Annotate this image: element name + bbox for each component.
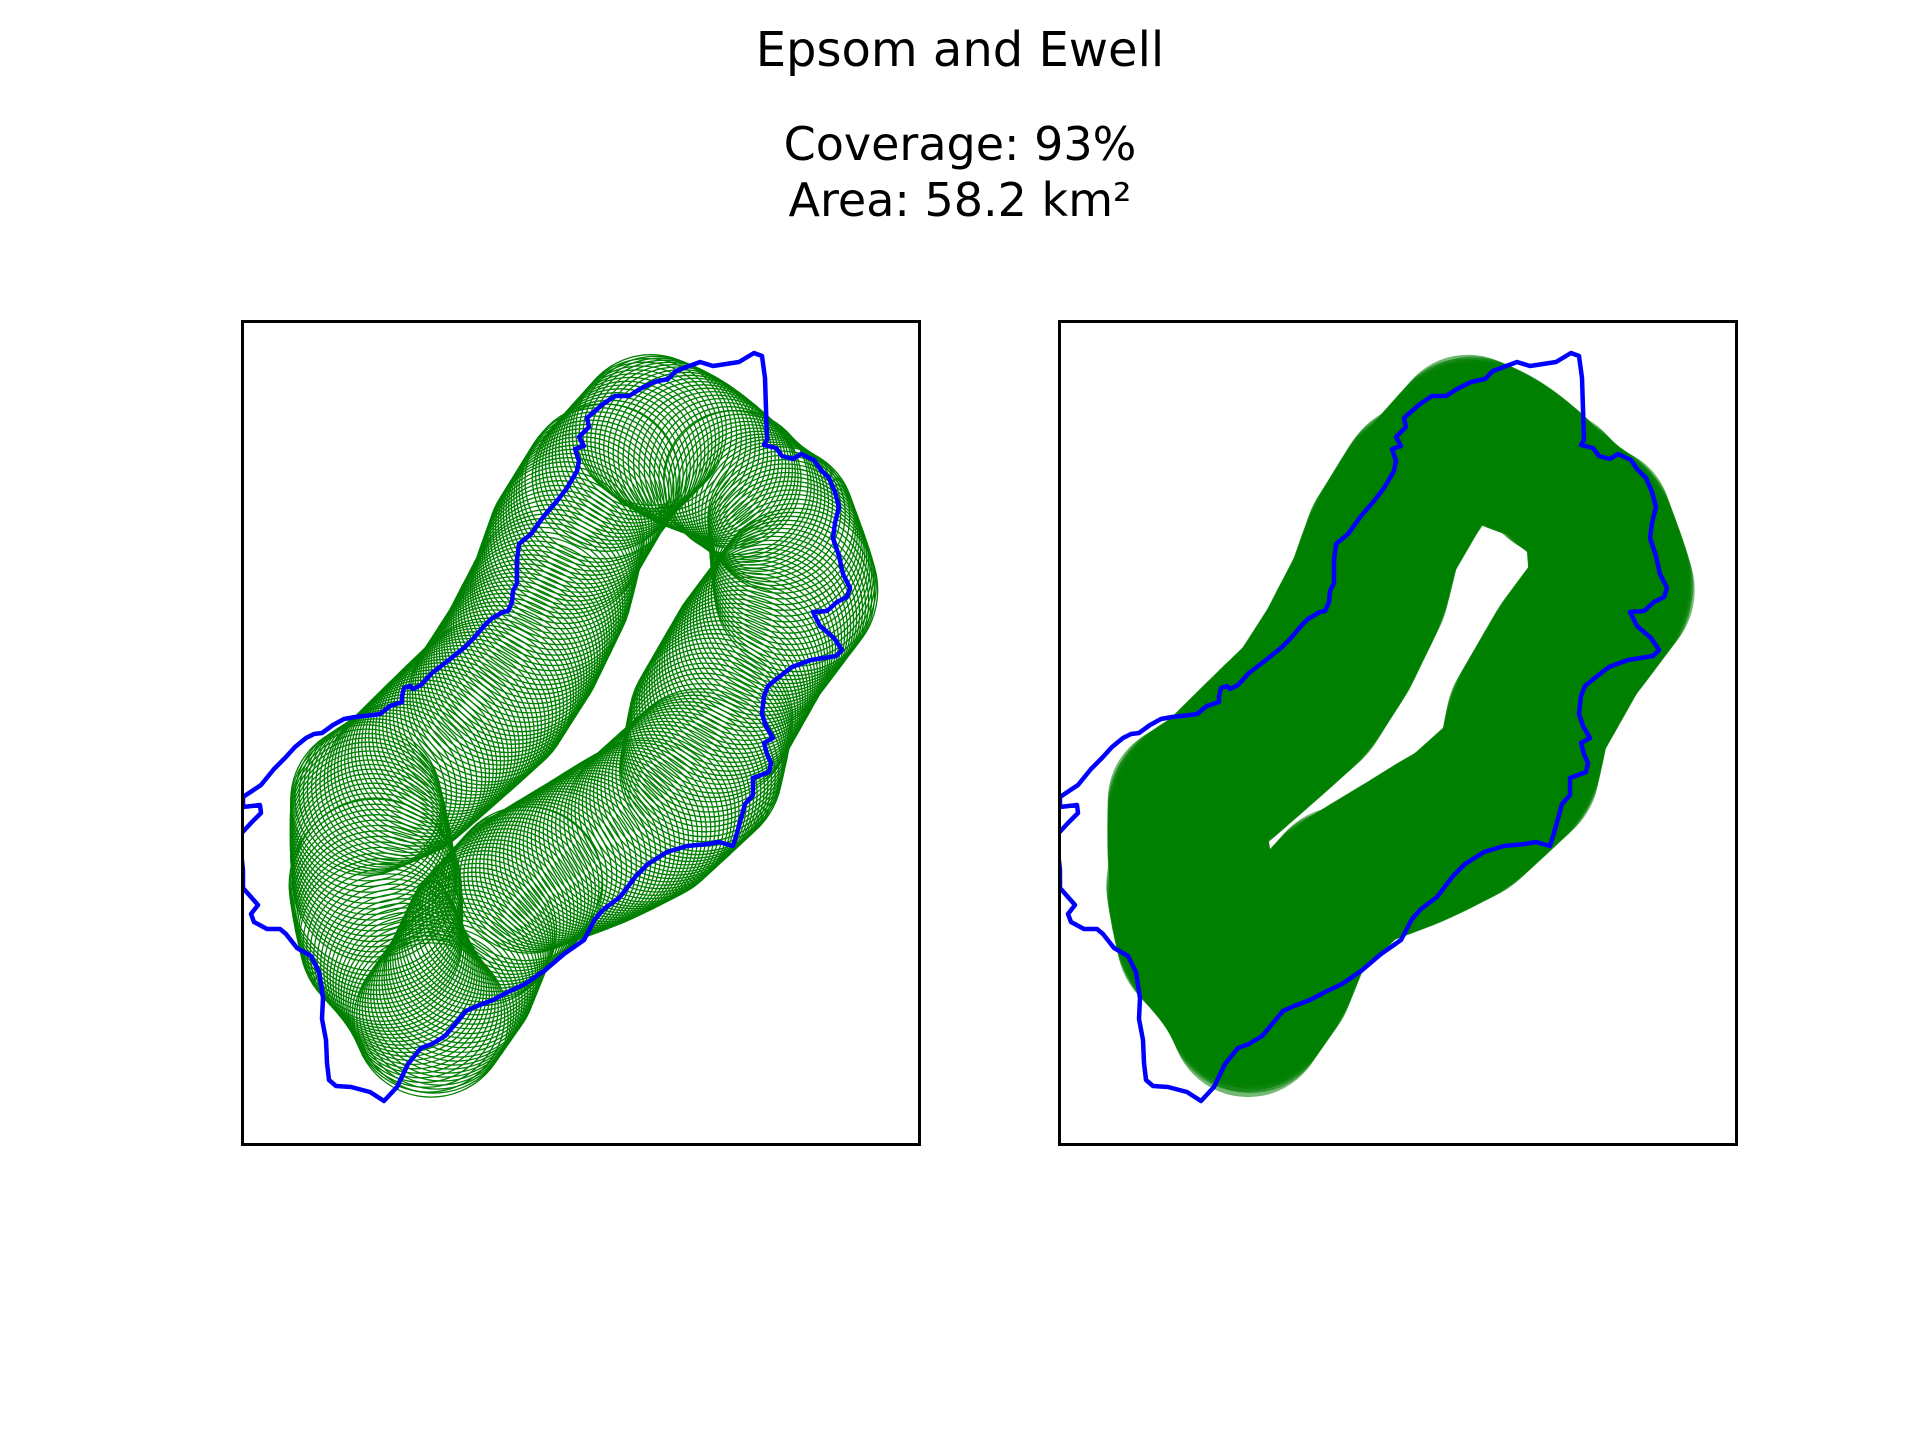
figure-title: Epsom and Ewell xyxy=(755,22,1165,78)
coverage-circle xyxy=(615,691,780,856)
coverage-circle xyxy=(494,780,652,937)
panel-frame xyxy=(1058,320,1738,1146)
coverage-circle xyxy=(592,710,758,876)
coverage-circle xyxy=(389,884,545,1039)
coverage-circle xyxy=(542,749,707,914)
coverage-circle xyxy=(571,357,724,510)
coverage-circle xyxy=(422,592,588,758)
coverage-circle xyxy=(633,628,799,794)
coverage-circle xyxy=(622,380,776,535)
panel-frame xyxy=(241,320,921,1146)
coverage-circle xyxy=(445,554,611,719)
coverage-circle xyxy=(430,580,596,745)
coverage-circle xyxy=(347,931,499,1084)
coverage-circle xyxy=(541,392,691,542)
coverage-circle xyxy=(692,535,858,701)
coverage-circle xyxy=(385,637,550,803)
coverage-circle xyxy=(656,589,821,755)
coverage-circle xyxy=(414,842,568,996)
coverage-circle xyxy=(707,515,873,681)
coverage-circle xyxy=(288,798,462,972)
coverage-circle xyxy=(438,567,604,733)
coverage-circle xyxy=(424,831,579,986)
coverage-circle xyxy=(518,764,681,927)
coverage-circle xyxy=(409,613,575,779)
coverage-circle xyxy=(462,522,626,686)
coverage-circle xyxy=(534,754,699,919)
filled-circles-layer xyxy=(1106,354,1695,1098)
coverage-circle xyxy=(319,888,474,1043)
coverage-circle xyxy=(345,927,496,1079)
coverage-circle xyxy=(666,572,831,737)
coverage-circle xyxy=(337,915,488,1066)
coverage-circle xyxy=(372,914,529,1070)
district-boundary xyxy=(1058,350,1670,1104)
coverage-circle xyxy=(559,739,725,905)
coverage-circle xyxy=(353,942,509,1098)
coverage-circle xyxy=(323,893,476,1046)
coverage-circle xyxy=(452,540,617,705)
coverage-circles-panel xyxy=(241,320,921,1146)
coverage-circle xyxy=(635,624,802,790)
coverage-circle xyxy=(329,902,480,1054)
coverage-circle xyxy=(619,688,783,852)
coverage-circle xyxy=(485,465,644,625)
coverage-circle xyxy=(368,655,532,819)
coverage-label: Coverage: 93% xyxy=(783,117,1137,171)
coverage-circle xyxy=(392,880,546,1035)
coverage-circle xyxy=(574,727,740,893)
coverage-circle xyxy=(378,906,534,1062)
coverage-circle xyxy=(450,544,615,709)
coverage-circle xyxy=(546,746,712,912)
coverage-circle xyxy=(648,397,794,543)
coverage-circle xyxy=(434,820,590,976)
coverage-circle xyxy=(558,372,710,524)
coverage-circle xyxy=(548,384,699,535)
coverage-circle xyxy=(701,523,867,689)
coverage-circle xyxy=(561,369,713,521)
coverage-circle xyxy=(417,600,583,766)
coverage-circle xyxy=(298,718,453,872)
coverage-circle xyxy=(638,620,804,785)
coverage-circle xyxy=(651,598,816,763)
coverage-filled-panel xyxy=(1058,320,1738,1146)
circle-outlines-layer xyxy=(288,354,879,1098)
coverage-circle xyxy=(483,788,637,942)
coverage-circle xyxy=(564,365,717,517)
coverage-circle xyxy=(653,593,819,759)
coverage-circle xyxy=(490,782,647,939)
coverage-circle xyxy=(643,394,790,541)
coverage-circle xyxy=(419,596,585,762)
coverage-circle xyxy=(289,728,444,882)
coverage-circle xyxy=(457,531,622,695)
coverage-circle xyxy=(687,430,830,572)
coverage-circle xyxy=(630,633,797,799)
district-boundary xyxy=(241,350,853,1104)
coverage-circle xyxy=(515,415,673,572)
coverage-circle xyxy=(385,893,541,1049)
area-label: Area: 58.2 km² xyxy=(788,173,1132,227)
coverage-circle xyxy=(658,585,824,750)
coverage-circle xyxy=(1107,729,1260,881)
coverage-circle xyxy=(676,420,819,563)
coverage-circle xyxy=(356,938,512,1094)
coverage-circle xyxy=(710,511,876,677)
coverage-circle xyxy=(667,413,812,558)
coverage-circle xyxy=(563,737,729,903)
coverage-circle xyxy=(551,380,702,531)
coverage-circle xyxy=(648,602,814,768)
coverage-circle xyxy=(671,563,837,729)
coverage-circle xyxy=(396,627,561,793)
coverage-circle xyxy=(399,624,565,790)
coverage-circle xyxy=(389,634,554,799)
coverage-circle xyxy=(358,934,515,1090)
coverage-circle xyxy=(704,519,870,685)
coverage-circle xyxy=(686,543,852,709)
coverage-circle xyxy=(463,801,613,951)
coverage-circle xyxy=(398,867,552,1021)
